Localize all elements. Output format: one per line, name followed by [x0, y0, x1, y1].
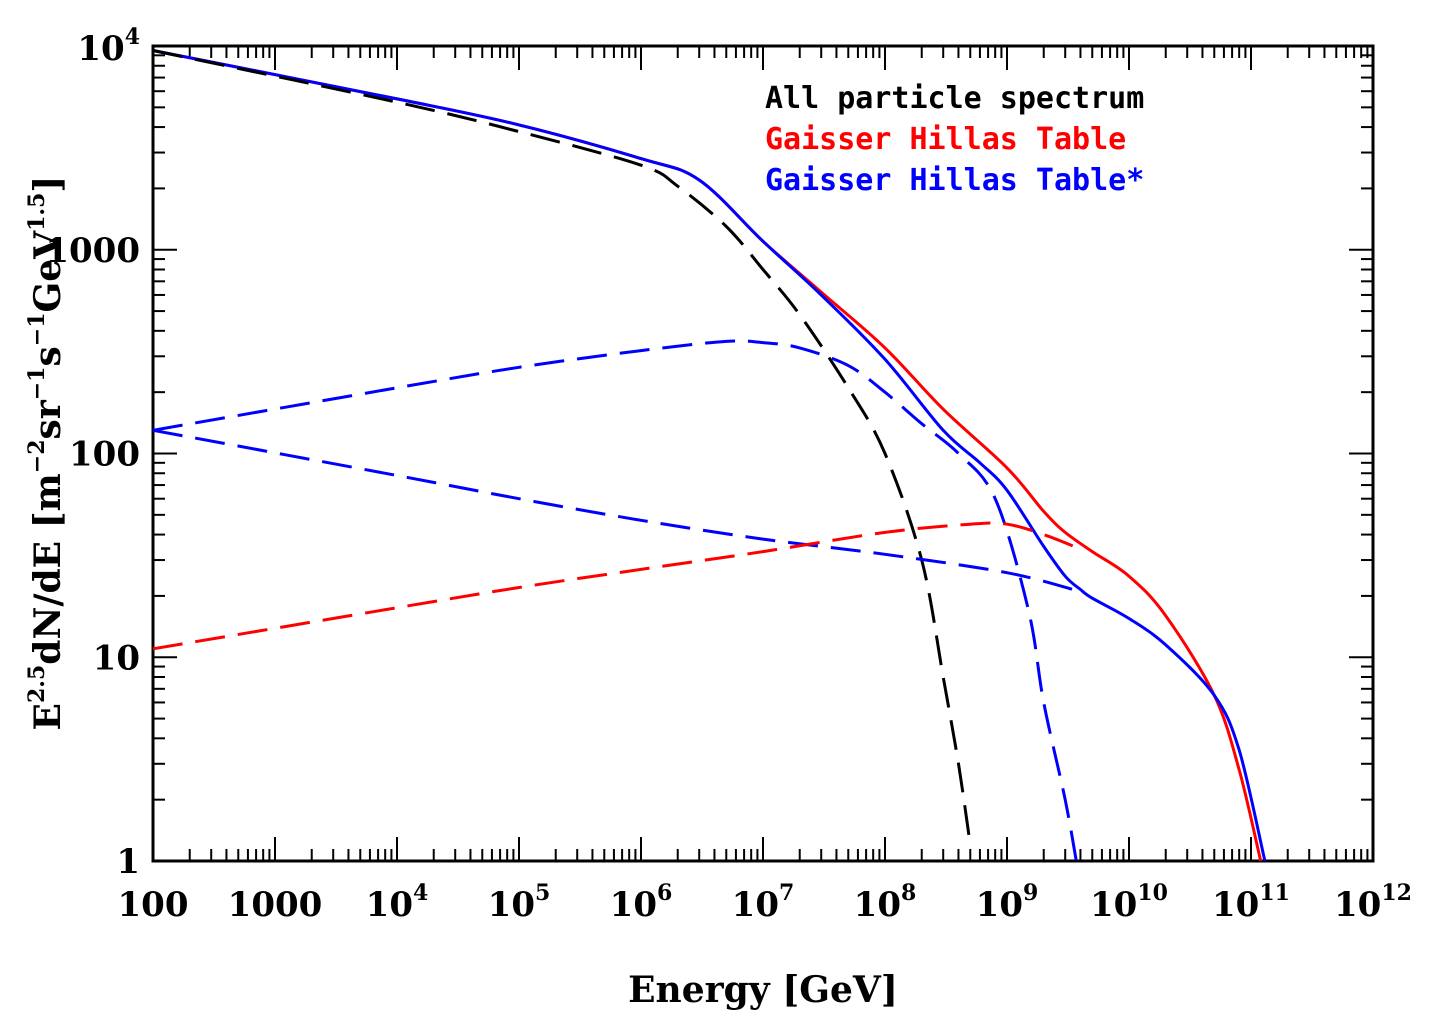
x-tick-label: 104 [366, 880, 429, 925]
legend-entry: Gaisser Hillas Table [765, 122, 1126, 157]
x-tick-label: 105 [488, 880, 551, 925]
y-axis-title: E2.5dN/dE [m−2sr−1s−1GeV1.5] [24, 176, 69, 731]
y-tick-label: 10 [93, 638, 140, 678]
dashed-curve-2 [152, 49, 972, 846]
dashed-curve-3 [152, 339, 1078, 862]
y-tick-label: 104 [77, 24, 140, 69]
legend-entry: Gaisser Hillas Table* [765, 163, 1144, 198]
x-tick-label: 100 [118, 885, 189, 925]
y-tick-label: 100 [69, 435, 140, 475]
x-tick-labels: 100 1000 104 105 106 107 108 109 1010 1011 1012 [118, 880, 1412, 925]
x-tick-label: 1012 [1334, 880, 1412, 925]
dashed-curve-5 [152, 521, 1082, 651]
x-tick-label: 1011 [1212, 880, 1290, 925]
legend: All particle spectrum Gaisser Hillas Tabl… [765, 81, 1144, 198]
x-tick-label: 1000 [228, 885, 323, 925]
y-tick-label: 1000 [45, 231, 140, 271]
x-tick-label: 109 [976, 880, 1039, 925]
x-tick-label: 1010 [1090, 880, 1168, 925]
dashed-curve-4 [152, 428, 1081, 594]
spectrum-curves [152, 49, 1267, 862]
x-tick-label: 107 [732, 880, 795, 925]
legend-entry: All particle spectrum [765, 81, 1144, 116]
x-axis-title: Energy [GeV] [628, 969, 898, 1011]
plot-frame [151, 44, 1375, 863]
solid-curve-1 [152, 49, 1267, 862]
x-tick-label: 106 [610, 880, 673, 925]
y-tick-labels: 1 10 100 1000 104 [45, 24, 140, 882]
x-tick-label: 108 [854, 880, 917, 925]
y-tick-label: 1 [116, 842, 140, 882]
axis-ticks [152, 46, 1373, 862]
